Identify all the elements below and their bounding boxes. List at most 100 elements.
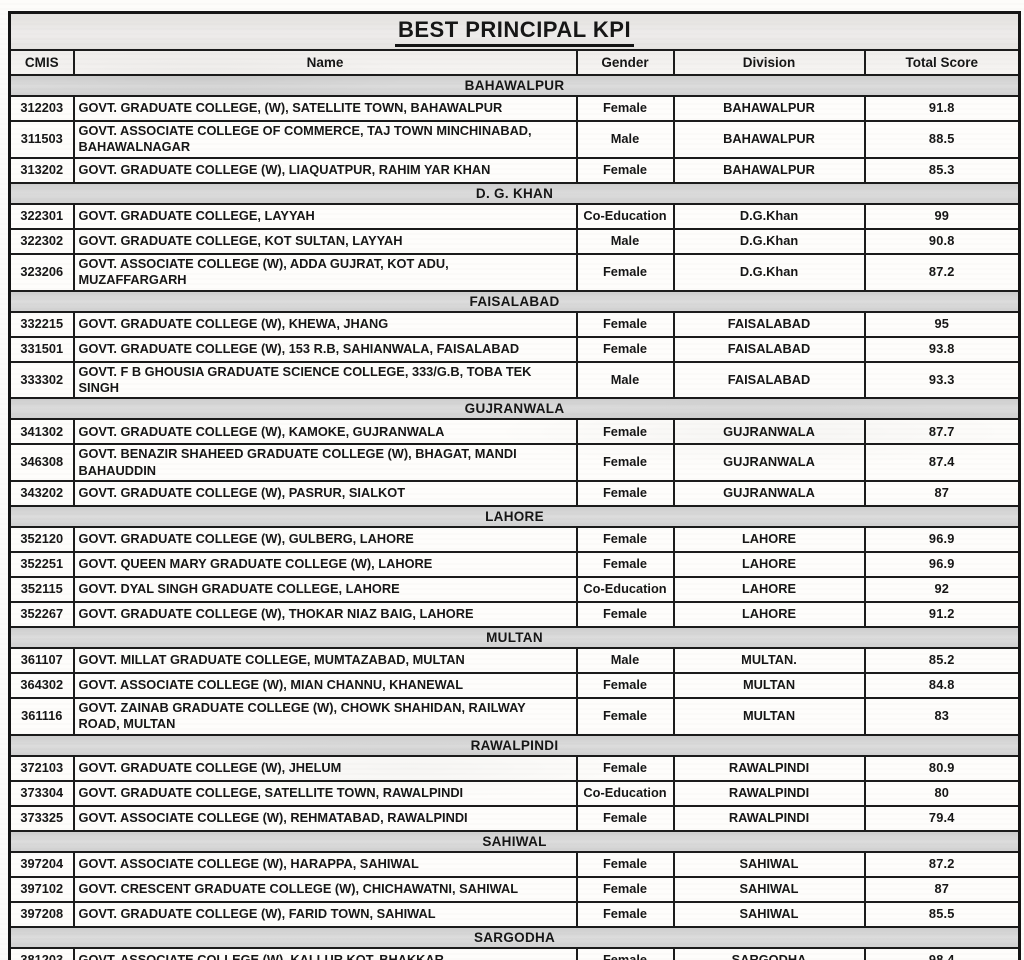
gender-cell: Male — [575, 647, 675, 674]
total-score-cell: 83 — [863, 697, 1021, 736]
cmis-cell: 361116 — [8, 697, 75, 736]
cmis-cell: 333302 — [8, 360, 75, 400]
college-name-cell: GOVT. ASSOCIATE COLLEGE (W), KALLUR KOT,… — [72, 946, 578, 960]
college-name-cell: GOVT. BENAZIR SHAHEED GRADUATE COLLEGE (… — [72, 443, 578, 482]
section-header-label: FAISALABAD — [8, 289, 1021, 313]
table-row: 372103 GOVT. GRADUATE COLLEGE (W), JHELU… — [8, 754, 1021, 782]
division-cell: LAHORE — [672, 601, 866, 628]
table-row: 341302 GOVT. GRADUATE COLLEGE (W), KAMOK… — [8, 418, 1021, 446]
total-score-cell: 85.3 — [863, 156, 1021, 184]
cmis-cell: 313202 — [8, 156, 75, 184]
total-score-cell: 80.9 — [863, 754, 1021, 782]
table-row: 313202 GOVT. GRADUATE COLLEGE (W), LIAQU… — [8, 156, 1021, 184]
college-name-cell: GOVT. GRADUATE COLLEGE (W), JHELUM — [72, 754, 578, 782]
division-cell: D.G.Khan — [672, 202, 866, 230]
column-header-row: CMIS Name Gender Division Total Score — [8, 49, 1021, 76]
college-name-cell: GOVT. GRADUATE COLLEGE (W), FARID TOWN, … — [72, 900, 578, 928]
gender-cell: Female — [575, 551, 675, 578]
total-score-cell: 87.2 — [863, 252, 1021, 292]
total-score-cell: 87.4 — [863, 443, 1021, 482]
college-name-cell: GOVT. DYAL SINGH GRADUATE COLLEGE, LAHOR… — [72, 576, 578, 603]
division-cell: FAISALABAD — [672, 335, 866, 363]
cmis-cell: 352120 — [8, 526, 75, 553]
section-header-label: GUJRANWALA — [8, 397, 1021, 421]
college-name-cell: GOVT. ZAINAB GRADUATE COLLEGE (W), CHOWK… — [72, 697, 578, 736]
gender-cell: Male — [575, 120, 675, 159]
college-name-cell: GOVT. GRADUATE COLLEGE, KOT SULTAN, LAYY… — [72, 227, 578, 255]
cmis-cell: 364302 — [8, 672, 75, 699]
gender-cell: Female — [575, 480, 675, 507]
cmis-cell: 311503 — [8, 120, 75, 159]
section-header-label: SARGODHA — [8, 925, 1021, 949]
table-row: 346308 GOVT. BENAZIR SHAHEED GRADUATE CO… — [8, 443, 1021, 482]
total-score-cell: 85.2 — [863, 647, 1021, 674]
total-score-cell: 91.2 — [863, 601, 1021, 628]
total-score-cell: 93.8 — [863, 335, 1021, 363]
table-row: 311503 GOVT. ASSOCIATE COLLEGE OF COMMER… — [8, 120, 1021, 159]
college-name-cell: GOVT. ASSOCIATE COLLEGE OF COMMERCE, TAJ… — [72, 120, 578, 159]
section-header-row: GUJRANWALA — [8, 397, 1021, 421]
column-header-division: Division — [672, 49, 866, 76]
college-name-cell: GOVT. ASSOCIATE COLLEGE (W), HARAPPA, SA… — [72, 850, 578, 878]
gender-cell: Female — [575, 697, 675, 736]
section-header-row: D. G. KHAN — [8, 181, 1021, 205]
section-header-row: LAHORE — [8, 505, 1021, 528]
gender-cell: Co-Education — [575, 202, 675, 230]
kpi-table: BEST PRINCIPAL KPI CMIS Name Gender Divi… — [8, 11, 1022, 960]
cmis-cell: 346308 — [8, 443, 75, 482]
cmis-cell: 332215 — [8, 310, 75, 338]
cmis-cell: 397208 — [8, 900, 75, 928]
gender-cell: Female — [575, 310, 675, 338]
gender-cell: Female — [575, 900, 675, 928]
gender-cell: Female — [575, 804, 675, 832]
division-cell: RAWALPINDI — [672, 754, 866, 782]
table-row: 322302 GOVT. GRADUATE COLLEGE, KOT SULTA… — [8, 227, 1021, 255]
gender-cell: Male — [575, 360, 675, 400]
division-cell: MULTAN — [672, 697, 866, 736]
college-name-cell: GOVT. GRADUATE COLLEGE, LAYYAH — [72, 202, 578, 230]
cmis-cell: 323206 — [8, 252, 75, 292]
total-score-cell: 84.8 — [863, 672, 1021, 699]
total-score-cell: 91.8 — [863, 95, 1021, 122]
total-score-cell: 93.3 — [863, 360, 1021, 400]
gender-cell: Co-Education — [575, 576, 675, 603]
division-cell: GUJRANWALA — [672, 418, 866, 446]
division-cell: BAHAWALPUR — [672, 95, 866, 122]
document-title-cell: BEST PRINCIPAL KPI — [8, 11, 1021, 51]
section-header-row: RAWALPINDI — [8, 733, 1021, 757]
section-header-row: SAHIWAL — [8, 829, 1021, 853]
cmis-cell: 361107 — [8, 647, 75, 674]
college-name-cell: GOVT. GRADUATE COLLEGE (W), GULBERG, LAH… — [72, 526, 578, 553]
section-header-label: MULTAN — [8, 626, 1021, 649]
division-cell: FAISALABAD — [672, 360, 866, 400]
table-row: 364302 GOVT. ASSOCIATE COLLEGE (W), MIAN… — [8, 672, 1021, 699]
gender-cell: Female — [575, 252, 675, 292]
cmis-cell: 352115 — [8, 576, 75, 603]
column-header-total-score: Total Score — [863, 49, 1021, 76]
division-cell: BAHAWALPUR — [672, 156, 866, 184]
section-header-label: D. G. KHAN — [8, 181, 1021, 205]
cmis-cell: 381203 — [8, 946, 75, 960]
column-header-gender: Gender — [575, 49, 675, 76]
total-score-cell: 85.5 — [863, 900, 1021, 928]
total-score-cell: 88.5 — [863, 120, 1021, 159]
cmis-cell: 322302 — [8, 227, 75, 255]
total-score-cell: 98.4 — [863, 946, 1021, 960]
college-name-cell: GOVT. GRADUATE COLLEGE (W), 153 R.B, SAH… — [72, 335, 578, 363]
cmis-cell: 312203 — [8, 95, 75, 122]
college-name-cell: GOVT. GRADUATE COLLEGE (W), PASRUR, SIAL… — [72, 480, 578, 507]
division-cell: MULTAN. — [672, 647, 866, 674]
division-cell: SARGODHA — [672, 946, 866, 960]
table-row: 322301 GOVT. GRADUATE COLLEGE, LAYYAH Co… — [8, 202, 1021, 230]
section-header-row: MULTAN — [8, 626, 1021, 649]
gender-cell: Female — [575, 850, 675, 878]
division-cell: LAHORE — [672, 551, 866, 578]
table-row: 397204 GOVT. ASSOCIATE COLLEGE (W), HARA… — [8, 850, 1021, 878]
table-row: 373325 GOVT. ASSOCIATE COLLEGE (W), REHM… — [8, 804, 1021, 832]
college-name-cell: GOVT. F B GHOUSIA GRADUATE SCIENCE COLLE… — [72, 360, 578, 400]
cmis-cell: 331501 — [8, 335, 75, 363]
total-score-cell: 90.8 — [863, 227, 1021, 255]
column-header-cmis: CMIS — [8, 49, 75, 76]
total-score-cell: 79.4 — [863, 804, 1021, 832]
cmis-cell: 341302 — [8, 418, 75, 446]
